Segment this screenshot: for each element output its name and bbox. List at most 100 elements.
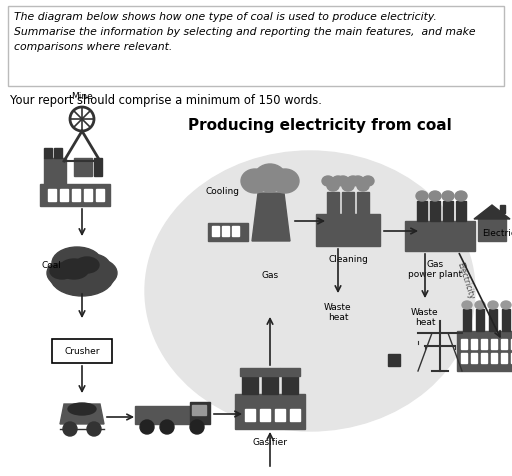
- Circle shape: [190, 420, 204, 434]
- Polygon shape: [252, 193, 290, 241]
- Bar: [405, 221, 475, 251]
- Ellipse shape: [145, 151, 475, 431]
- Ellipse shape: [462, 301, 472, 309]
- Bar: [489, 309, 497, 331]
- Ellipse shape: [362, 176, 374, 186]
- Text: The diagram below shows how one type of coal is used to produce electricity.: The diagram below shows how one type of …: [14, 12, 437, 22]
- Bar: [96, 189, 104, 201]
- Bar: [290, 409, 300, 421]
- Bar: [417, 201, 427, 221]
- Ellipse shape: [475, 301, 485, 309]
- Ellipse shape: [68, 403, 96, 415]
- Ellipse shape: [429, 191, 441, 201]
- Ellipse shape: [327, 181, 339, 191]
- Ellipse shape: [357, 181, 369, 191]
- Bar: [471, 353, 477, 363]
- Text: comparisons where relevant.: comparisons where relevant.: [14, 42, 173, 52]
- Bar: [457, 331, 512, 371]
- FancyBboxPatch shape: [8, 6, 504, 86]
- Ellipse shape: [442, 191, 454, 201]
- Text: Cleaning: Cleaning: [328, 255, 368, 264]
- Text: Gasifier: Gasifier: [252, 438, 288, 447]
- Bar: [388, 354, 400, 366]
- Bar: [232, 226, 239, 236]
- Circle shape: [87, 422, 101, 436]
- Ellipse shape: [75, 257, 99, 273]
- Text: Coal: Coal: [42, 261, 62, 270]
- Bar: [222, 226, 229, 236]
- Text: Crusher: Crusher: [64, 347, 100, 356]
- Ellipse shape: [241, 169, 269, 193]
- Bar: [212, 226, 219, 236]
- Ellipse shape: [47, 259, 87, 287]
- Ellipse shape: [322, 176, 334, 186]
- Ellipse shape: [342, 181, 354, 191]
- Text: Gas: Gas: [262, 271, 279, 280]
- Bar: [443, 201, 453, 221]
- Text: Electricity: Electricity: [482, 229, 512, 238]
- Text: Cooling: Cooling: [205, 187, 239, 196]
- Text: Waste
heat: Waste heat: [324, 303, 352, 322]
- Bar: [491, 353, 497, 363]
- Bar: [135, 406, 190, 424]
- Bar: [52, 339, 112, 363]
- Text: Electricity: Electricity: [455, 261, 475, 301]
- Bar: [72, 189, 80, 201]
- Bar: [501, 339, 507, 349]
- Bar: [275, 409, 285, 421]
- Circle shape: [140, 420, 154, 434]
- Bar: [481, 339, 487, 349]
- Polygon shape: [474, 205, 510, 219]
- Ellipse shape: [347, 176, 359, 186]
- Bar: [481, 353, 487, 363]
- Bar: [500, 205, 505, 213]
- Bar: [511, 339, 512, 349]
- Bar: [491, 339, 497, 349]
- Bar: [502, 309, 510, 331]
- Bar: [501, 353, 507, 363]
- Bar: [94, 158, 102, 176]
- Bar: [327, 192, 339, 214]
- Bar: [316, 214, 380, 246]
- Bar: [260, 409, 270, 421]
- Ellipse shape: [271, 169, 299, 193]
- Bar: [471, 339, 477, 349]
- Ellipse shape: [455, 191, 467, 201]
- Bar: [357, 192, 369, 214]
- Bar: [54, 148, 62, 158]
- Bar: [511, 353, 512, 363]
- Text: Summarise the information by selecting and reporting the main features,  and mak: Summarise the information by selecting a…: [14, 27, 476, 37]
- Bar: [208, 223, 248, 241]
- Bar: [240, 368, 260, 376]
- Ellipse shape: [59, 259, 89, 279]
- Circle shape: [63, 422, 77, 436]
- Ellipse shape: [337, 176, 349, 186]
- Ellipse shape: [77, 259, 117, 287]
- Bar: [192, 405, 206, 415]
- Bar: [74, 158, 92, 176]
- Text: Gas
power plant: Gas power plant: [408, 260, 462, 279]
- Bar: [476, 309, 484, 331]
- Bar: [342, 192, 354, 214]
- Ellipse shape: [332, 176, 344, 186]
- Bar: [52, 339, 112, 363]
- Bar: [280, 368, 300, 376]
- Bar: [245, 409, 255, 421]
- Bar: [456, 201, 466, 221]
- Bar: [461, 353, 467, 363]
- Bar: [48, 189, 56, 201]
- Ellipse shape: [352, 176, 364, 186]
- Bar: [44, 158, 66, 186]
- Bar: [282, 374, 298, 394]
- Ellipse shape: [50, 256, 114, 296]
- Bar: [260, 368, 280, 376]
- Bar: [478, 219, 506, 241]
- Bar: [84, 189, 92, 201]
- Ellipse shape: [254, 164, 286, 192]
- Text: Your report should comprise a minimum of 150 words.: Your report should comprise a minimum of…: [10, 94, 322, 107]
- Bar: [190, 402, 210, 424]
- Ellipse shape: [416, 191, 428, 201]
- Circle shape: [160, 420, 174, 434]
- Polygon shape: [60, 404, 104, 424]
- Ellipse shape: [488, 301, 498, 309]
